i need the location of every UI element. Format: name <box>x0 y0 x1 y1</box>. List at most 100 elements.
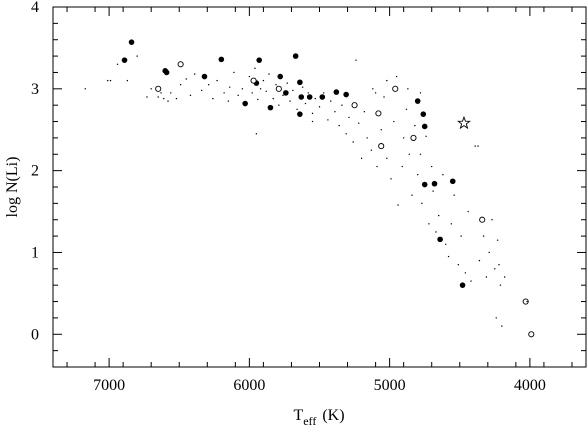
filled-circle-point <box>421 123 428 130</box>
small-dot-point <box>380 129 382 131</box>
small-dot-point <box>157 96 159 98</box>
open-circle-point <box>479 216 486 223</box>
small-dot-point <box>116 63 119 65</box>
small-dot-point <box>314 97 316 100</box>
filled-circle-point <box>420 111 427 117</box>
small-dot-point <box>146 96 148 98</box>
small-dot-point <box>478 259 481 262</box>
y-tick-label: 1 <box>31 244 39 261</box>
small-dot-point <box>212 97 214 100</box>
open-circle-point <box>250 77 257 84</box>
small-dot-point <box>450 223 453 225</box>
y-tick-labels: 0 1 2 3 4 <box>31 0 39 343</box>
open-circle-point <box>375 110 382 117</box>
open-circle-point <box>528 331 535 338</box>
y-axis-label: log N(Li) <box>4 157 21 218</box>
small-dot-point <box>453 194 455 196</box>
y-tick-label: 4 <box>31 0 39 16</box>
small-dot-point <box>457 264 460 266</box>
small-dot-point <box>84 88 86 90</box>
small-dot-point <box>255 133 258 135</box>
x-tick-labels: 7000 6000 5000 4000 <box>93 377 546 394</box>
small-dot-point <box>272 97 274 100</box>
filled-circle-point <box>298 94 305 100</box>
small-dot-point <box>237 94 239 97</box>
small-dot-point <box>251 92 253 94</box>
small-dot-point <box>386 157 388 160</box>
small-dot-point <box>395 75 398 78</box>
x-axis-label-unit: (K) <box>322 407 344 424</box>
small-dot-point <box>393 120 395 123</box>
small-dot-point <box>376 165 378 168</box>
small-dot-point <box>495 317 497 319</box>
small-dot-point <box>304 102 307 105</box>
open-circle-point <box>392 85 399 92</box>
small-dot-point <box>464 272 467 274</box>
x-tick-label: 7000 <box>93 377 125 394</box>
filled-circle-point <box>267 104 274 111</box>
small-dot-point <box>432 190 434 192</box>
small-dot-point <box>352 141 354 143</box>
small-dot-point <box>248 75 251 78</box>
small-dot-point <box>289 100 291 102</box>
small-dot-point <box>227 100 230 102</box>
filled-circle-point <box>343 91 349 98</box>
small-dot-point <box>179 84 182 86</box>
small-dot-point <box>445 243 447 245</box>
small-dot-point <box>126 79 129 82</box>
small-dot-point <box>496 239 499 241</box>
small-dot-point <box>223 92 225 94</box>
filled-circle-point <box>431 180 438 187</box>
small-dot-point <box>318 106 321 108</box>
small-dot-point <box>311 120 314 123</box>
small-dot-point <box>491 219 493 221</box>
small-dot-point <box>358 122 360 124</box>
small-dot-point <box>485 276 488 278</box>
small-dot-point <box>460 235 462 237</box>
filled-circle-point <box>277 73 284 80</box>
small-dot-point <box>327 119 329 121</box>
small-dot-point <box>411 194 413 196</box>
small-dot-point <box>175 97 178 100</box>
small-dot-point <box>341 104 343 106</box>
open-circle-point <box>410 134 417 141</box>
small-dot-point <box>372 88 374 90</box>
filled-circle-point <box>437 236 443 243</box>
small-dot-point <box>499 284 502 286</box>
star-point <box>457 115 471 130</box>
small-dot-point <box>189 94 192 97</box>
x-axis-label: Teff (K) <box>293 407 344 428</box>
small-dot-point <box>467 210 469 213</box>
small-dot-point <box>419 153 422 155</box>
filled-circle-point <box>256 57 262 63</box>
small-dot-point <box>348 116 350 119</box>
small-dot-point <box>363 111 366 113</box>
open-circle-point <box>378 143 385 150</box>
small-dot-point <box>311 112 314 115</box>
y-tick-label: 2 <box>31 163 39 180</box>
small-dot-point <box>275 84 277 86</box>
small-dot-point <box>435 231 437 233</box>
small-dot-point <box>282 94 284 97</box>
small-dot-point <box>278 104 280 106</box>
filled-circle-point <box>449 178 456 185</box>
small-dot-point <box>360 157 363 160</box>
x-tick-label: 6000 <box>233 377 265 394</box>
small-dot-point <box>216 79 218 82</box>
small-dot-point <box>370 149 373 151</box>
open-circle-point <box>351 102 358 109</box>
small-dot-point <box>442 174 444 176</box>
small-dot-point <box>268 73 270 75</box>
small-dot-point <box>229 86 231 88</box>
filled-circle-point <box>306 94 313 100</box>
small-dot-point <box>170 92 172 94</box>
open-circle-point <box>177 61 184 68</box>
small-dot-point <box>390 178 392 180</box>
y-tick-label: 0 <box>31 326 39 343</box>
small-dot-point <box>241 88 244 90</box>
small-dot-point <box>501 325 503 327</box>
filled-circle-point <box>297 79 303 86</box>
small-dot-point <box>185 78 187 80</box>
small-dot-point <box>425 135 427 137</box>
x-tick-label: 4000 <box>514 377 546 394</box>
